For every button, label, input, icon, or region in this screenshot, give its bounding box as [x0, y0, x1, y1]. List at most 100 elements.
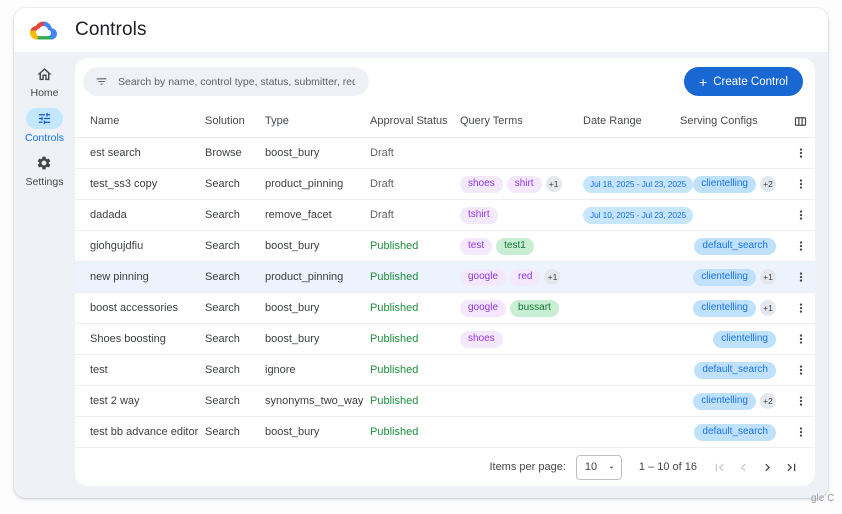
table-body: est search Browse boost_bury Draft test_ss3 … — [75, 138, 815, 448]
table-row[interactable]: test_ss3 copy Search product_pinning Draft s… — [75, 169, 815, 200]
query-term-pill: shoes — [460, 330, 503, 348]
status-text: Draft — [370, 178, 394, 190]
cell-approval-status: Published — [370, 271, 460, 283]
table-row[interactable]: test bb advance editor Search boost_bury Pu… — [75, 417, 815, 448]
cell-approval-status: Draft — [370, 178, 460, 190]
cell-name: test — [90, 364, 108, 376]
query-term-pill: google — [460, 299, 507, 317]
app-window: Controls Home Controls Settings + Create C… — [14, 8, 828, 498]
column-header-name: Name — [90, 115, 120, 127]
cell-query-terms: test test1 — [460, 237, 583, 255]
table-row[interactable]: Shoes boosting Search boost_bury Published s… — [75, 324, 815, 355]
app-header: Controls — [14, 8, 828, 52]
row-actions-button[interactable] — [792, 423, 810, 441]
cell-solution: Search — [205, 426, 240, 438]
cell-serving-configs: clientelling +2 — [680, 175, 786, 193]
status-text: Published — [370, 302, 419, 314]
table-row[interactable]: test Search ignore Published default_search — [75, 355, 815, 386]
dropdown-caret-icon — [607, 463, 616, 472]
cell-actions — [786, 330, 815, 348]
cell-query-terms: google bussart — [460, 299, 583, 317]
cell-query-terms: shoes — [460, 330, 583, 348]
status-text: Published — [370, 395, 419, 407]
row-actions-button[interactable] — [792, 144, 810, 162]
row-actions-button[interactable] — [792, 330, 810, 348]
row-actions-button[interactable] — [792, 392, 810, 410]
cell-actions — [786, 175, 815, 193]
last-page-button[interactable] — [779, 455, 803, 479]
cell-solution: Search — [205, 364, 240, 376]
table-row[interactable]: dadada Search remove_facet Draft tshirt Jul 1… — [75, 200, 815, 231]
cell-name: new pinning — [90, 271, 149, 283]
gear-icon — [33, 153, 55, 173]
table-row[interactable]: boost accessories Search boost_bury Publish… — [75, 293, 815, 324]
cell-solution: Search — [205, 395, 240, 407]
column-header-query-terms: Query Terms — [460, 115, 523, 127]
panel-toolbar: + Create Control — [75, 58, 815, 105]
sidebar-item-settings[interactable]: Settings — [26, 153, 63, 188]
cell-query-terms: google red +1 — [460, 268, 583, 286]
filter-list-icon — [95, 75, 108, 88]
query-term-pill: bussart — [510, 299, 559, 317]
sidebar-item-home[interactable]: Home — [30, 64, 59, 99]
cell-approval-status: Published — [370, 395, 460, 407]
search-input[interactable] — [116, 74, 357, 89]
column-header-settings — [786, 112, 815, 131]
cell-name: est search — [90, 147, 141, 159]
cell-type: ignore — [265, 364, 296, 376]
next-page-button[interactable] — [755, 455, 779, 479]
tune-icon — [25, 108, 63, 129]
cell-approval-status: Published — [370, 364, 460, 376]
cell-approval-status: Published — [370, 333, 460, 345]
page-size-value: 10 — [584, 461, 598, 473]
search-bar[interactable] — [83, 67, 369, 96]
query-term-pill: tshirt — [460, 206, 498, 224]
query-term-pill: shirt — [506, 175, 542, 193]
cell-type: product_pinning — [265, 178, 344, 190]
table-row[interactable]: new pinning Search product_pinning Publishe… — [75, 262, 815, 293]
table-header: Name Solution Type Approval Status Query Ter… — [75, 105, 815, 138]
status-text: Draft — [370, 147, 394, 159]
cell-date-range: Jul 10, 2025 - Jul 23, 2025 — [583, 206, 694, 224]
row-actions-button[interactable] — [792, 299, 810, 317]
cell-actions — [786, 392, 815, 410]
cell-actions — [786, 237, 815, 255]
cell-serving-configs: default_search — [680, 237, 786, 255]
table-row[interactable]: test 2 way Search synonyms_two_way Publishe… — [75, 386, 815, 417]
row-actions-button[interactable] — [792, 268, 810, 286]
row-actions-button[interactable] — [792, 237, 810, 255]
sidebar-item-controls[interactable]: Controls — [25, 108, 64, 144]
more-terms-badge: +1 — [545, 176, 562, 192]
cell-query-terms: tshirt — [460, 206, 583, 224]
cell-actions — [786, 299, 815, 317]
column-settings-button[interactable] — [791, 112, 810, 131]
sidebar: Home Controls Settings — [14, 52, 75, 498]
status-text: Published — [370, 426, 419, 438]
first-page-button[interactable] — [707, 455, 731, 479]
cell-type: product_pinning — [265, 271, 344, 283]
content-area: + Create Control Name Solution Type Approva… — [75, 52, 828, 498]
cell-type: boost_bury — [265, 333, 320, 345]
row-actions-button[interactable] — [792, 361, 810, 379]
page-title: Controls — [75, 19, 147, 40]
cell-serving-configs: clientelling +1 — [680, 299, 786, 317]
cell-query-terms: shoes shirt +1 — [460, 175, 583, 193]
cell-serving-configs: clientelling — [680, 330, 786, 348]
table-row[interactable]: giohgujdfiu Search boost_bury Published test… — [75, 231, 815, 262]
page-range-label: 1 – 10 of 16 — [638, 461, 697, 473]
row-actions-button[interactable] — [792, 175, 810, 193]
cell-serving-configs: clientelling +1 — [680, 268, 786, 286]
create-control-button[interactable]: + Create Control — [684, 67, 803, 96]
cell-actions — [786, 206, 815, 224]
row-actions-button[interactable] — [792, 206, 810, 224]
previous-page-button[interactable] — [731, 455, 755, 479]
cell-serving-configs: clientelling +2 — [680, 392, 786, 410]
cell-date-range: Jul 18, 2025 - Jul 23, 2025 — [583, 175, 694, 193]
serving-config-pill: clientelling — [693, 392, 756, 410]
query-term-pill: test — [460, 237, 493, 255]
table-row[interactable]: est search Browse boost_bury Draft — [75, 138, 815, 169]
cell-name: test 2 way — [90, 395, 140, 407]
page-size-select[interactable]: 10 — [575, 454, 622, 480]
query-term-pill: red — [510, 268, 541, 286]
cell-name: dadada — [90, 209, 127, 221]
